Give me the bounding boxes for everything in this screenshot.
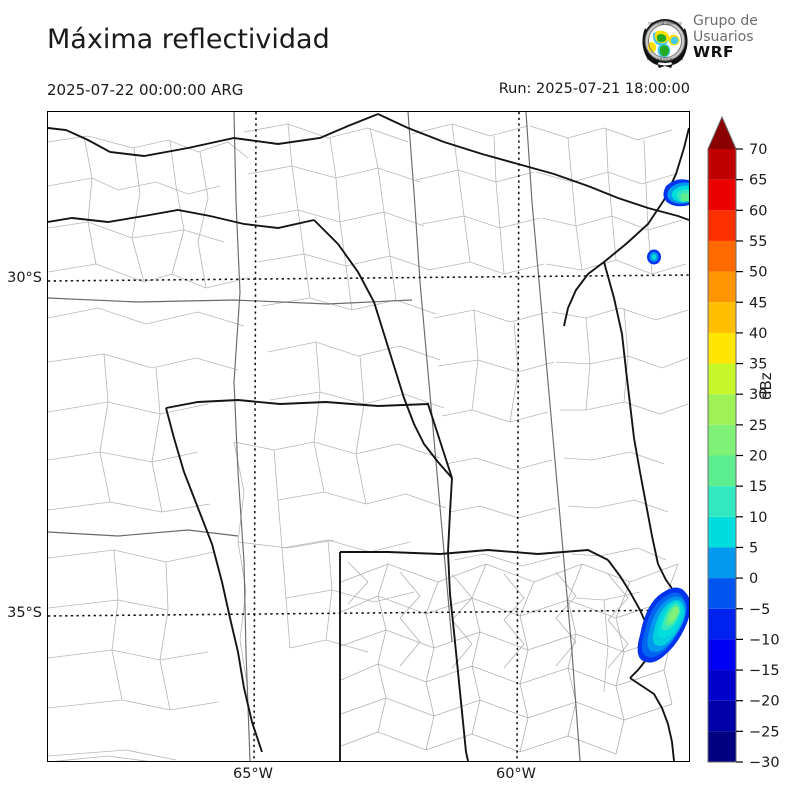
colorbar-tick-label: 10: [749, 510, 767, 526]
graticule-lon-60w: [516, 112, 520, 761]
colorbar-tick-label: 20: [749, 449, 767, 465]
colorbar-gradient: 7065605550454035302520151050−5−10−15−20−…: [707, 115, 780, 771]
colorbar-segment: [708, 210, 736, 241]
colorbar-tick-label: 30: [749, 387, 767, 403]
reflectivity-echoes: [637, 179, 689, 663]
rio-de-la-plata-echo: [637, 587, 689, 663]
colorbar-segment: [708, 179, 736, 211]
colorbar-segment: [708, 302, 736, 333]
x-tick-65w: 65°W: [232, 766, 274, 782]
colorbar-segment: [708, 608, 736, 640]
colorbar-segment: [708, 731, 736, 762]
colorbar-tick-label: 65: [749, 173, 767, 189]
country-boundaries: [48, 113, 689, 761]
logo-line-1: Grupo de: [693, 13, 758, 29]
colorbar-tick-label: −25: [749, 724, 780, 740]
colorbar-segment: [708, 578, 736, 609]
colorbar-segment: [708, 639, 736, 671]
colorbar-unit-label: dBz: [757, 372, 775, 400]
page-title: Máxima reflectividad: [47, 24, 330, 55]
colorbar-tick-label: 5: [749, 540, 758, 556]
colorbar-segment: [708, 240, 736, 272]
colorbar-segment: [708, 670, 736, 701]
colorbar-segment: [708, 700, 736, 732]
colorbar-segment: [708, 394, 736, 425]
graticule-lat-30s: [48, 274, 689, 282]
colorbar-segment: [708, 455, 736, 487]
colorbar-tick-label: 45: [749, 295, 767, 311]
wrf-user-group-logo: GRUPO DE USUARIOS W R F A R G E N T I N …: [637, 12, 792, 74]
colorbar-tick-label: 35: [749, 357, 767, 373]
logo-text: Grupo de Usuarios WRF: [693, 13, 793, 61]
colorbar-tick-label: −30: [749, 755, 780, 771]
colorbar-tick-label: −15: [749, 663, 780, 679]
colorbar-tick-label: −10: [749, 632, 780, 648]
colorbar-tick-label: 40: [749, 326, 767, 342]
colorbar-segment: [708, 363, 736, 395]
globe-emblem-icon: GRUPO DE USUARIOS W R F A R G E N T I N …: [637, 14, 693, 70]
x-tick-60w: 60°W: [495, 766, 537, 782]
colorbar[interactable]: 70 65 60 55 50 45 40 35 30 25 20 15 10 5 0 −5 −10 −15 −20−…: [700, 113, 800, 773]
logo-line-2: Usuarios: [693, 28, 754, 45]
colorbar-tick-label: −5: [749, 602, 770, 618]
valid-time-label: 2025-07-22 00:00:00 ARG: [47, 81, 244, 99]
graticule-lines: [48, 112, 689, 761]
misiones-echo: [663, 179, 689, 207]
colorbar-tick-label: −20: [749, 694, 780, 710]
corrientes-echo: [647, 249, 661, 265]
colorbar-tick-label: 0: [749, 571, 758, 587]
colorbar-extend-arrow: [708, 117, 736, 149]
colorbar-segment: [708, 516, 736, 548]
colorbar-tick-label: 50: [749, 265, 767, 281]
colorbar-segment: [708, 424, 736, 456]
y-tick-30s: 30°S: [7, 270, 42, 286]
colorbar-segment: [708, 149, 736, 180]
colorbar-tick-label: 60: [749, 203, 767, 219]
y-tick-35s: 35°S: [7, 605, 42, 621]
colorbar-segment: [708, 332, 736, 364]
colorbar-segment: [708, 486, 736, 517]
graticule-lat-35s: [48, 609, 689, 617]
province-boundaries: [48, 112, 581, 761]
colorbar-segment: [708, 547, 736, 579]
colorbar-outline: [707, 115, 737, 763]
logo-line-3: WRF: [693, 43, 735, 61]
colorbar-tick-label: 55: [749, 234, 767, 250]
map-plot-area[interactable]: [47, 111, 690, 762]
colorbar-tick-label: 25: [749, 418, 767, 434]
colorbar-segment: [708, 271, 736, 303]
graticule-lon-65w: [253, 112, 257, 761]
department-boundaries: [48, 123, 689, 761]
svg-text:W R F A R G E N T I N A: W R F A R G E N T I N A: [647, 58, 684, 62]
map-vector-layer: [48, 112, 689, 761]
model-run-label: Run: 2025-07-21 18:00:00: [498, 81, 690, 97]
svg-text:GRUPO DE USUARIOS: GRUPO DE USUARIOS: [648, 22, 682, 26]
colorbar-tick-label: 15: [749, 479, 767, 495]
colorbar-tick-label: 70: [749, 142, 767, 158]
